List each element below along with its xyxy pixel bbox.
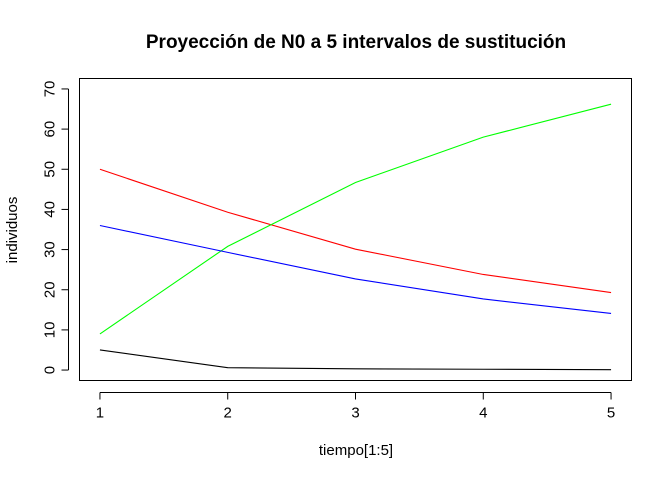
x-tick-label: 4 [479, 405, 487, 422]
series-line-3 [99, 103, 612, 335]
y-tick-label: 60 [42, 121, 59, 138]
y-axis: 0 10 20 30 40 50 60 70 [42, 81, 69, 374]
series-line-2 [99, 168, 612, 294]
x-axis-label: tiempo[1:5] [319, 442, 393, 459]
x-tick-label: 3 [351, 405, 359, 422]
x-axis: 1 2 3 4 5 [96, 392, 615, 422]
x-tick-label: 5 [607, 405, 615, 422]
y-tick-label: 30 [42, 241, 59, 258]
plot-area [79, 78, 632, 381]
x-tick-label: 2 [224, 405, 232, 422]
chart-title: Proyección de N0 a 5 intervalos de susti… [146, 32, 566, 53]
series-layer [99, 103, 612, 371]
y-tick-label: 50 [42, 161, 59, 178]
y-tick-label: 0 [42, 366, 59, 374]
series-line-4 [99, 224, 612, 314]
y-tick-label: 20 [42, 281, 59, 298]
y-tick-label: 10 [42, 322, 59, 339]
x-tick-label: 1 [96, 405, 104, 422]
y-tick-label: 40 [42, 201, 59, 218]
y-tick-label: 70 [42, 81, 59, 98]
series-line-1 [99, 349, 612, 371]
y-axis-label: individuos [4, 197, 21, 264]
